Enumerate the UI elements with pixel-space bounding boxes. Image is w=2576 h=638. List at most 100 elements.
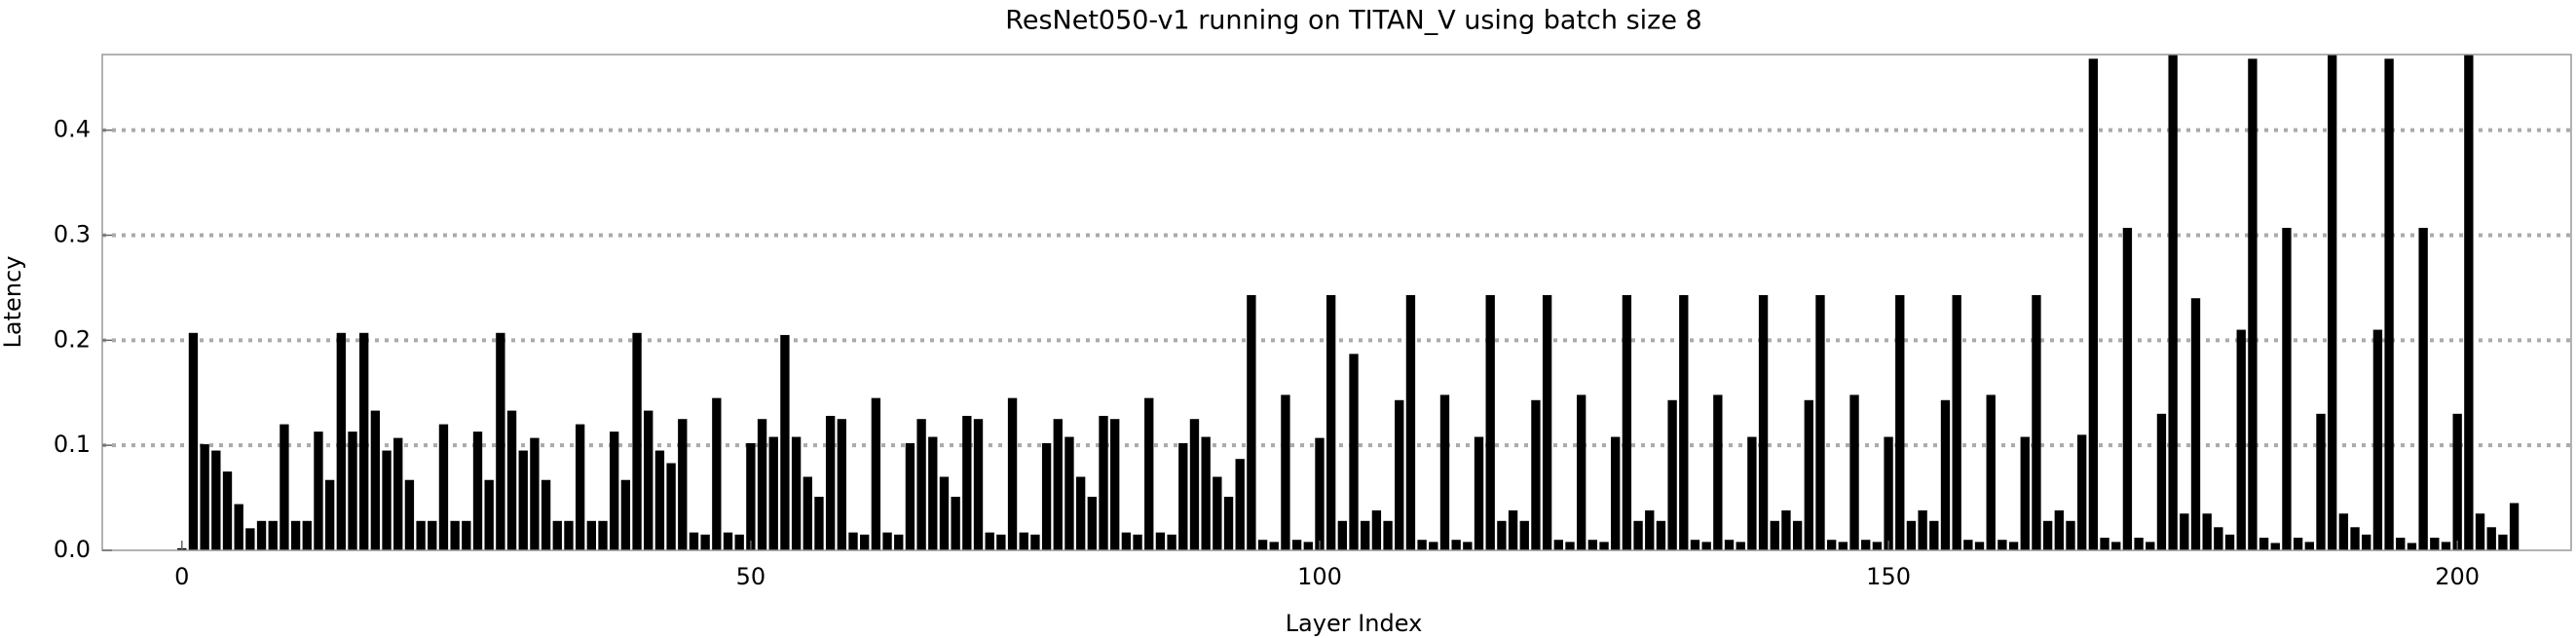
bar — [734, 534, 744, 550]
bar — [1291, 540, 1302, 550]
bar — [1508, 510, 1518, 550]
bar — [1667, 399, 1677, 550]
bar — [2122, 227, 2133, 550]
bar — [1213, 476, 1222, 550]
bar — [1497, 520, 1507, 550]
bar — [1690, 540, 1700, 550]
bar — [496, 332, 505, 550]
x-tick-label: 50 — [736, 563, 766, 590]
bar — [610, 432, 619, 550]
bar — [1884, 436, 1893, 550]
bar — [472, 432, 483, 550]
bar — [1429, 542, 1438, 550]
bar — [712, 397, 722, 550]
bar — [1895, 294, 1905, 550]
axes: 0.0 0.1 0.2 0.3 0.4 0 50 100 150 200 — [54, 116, 2480, 590]
y-tick-label: 0.4 — [54, 116, 91, 143]
bar — [2008, 542, 2019, 550]
bar — [2042, 520, 2053, 550]
bar — [1974, 542, 1985, 550]
bar — [280, 424, 289, 550]
bar — [530, 437, 540, 550]
bar — [1929, 520, 1939, 550]
bar — [2372, 329, 2383, 550]
bar — [541, 479, 551, 550]
x-tick-label: 150 — [1866, 563, 1911, 590]
bar — [1906, 520, 1917, 550]
bar — [996, 534, 1006, 550]
bar — [518, 450, 528, 550]
bar — [1940, 399, 1951, 550]
bar — [678, 419, 688, 550]
bar — [506, 410, 517, 550]
bar — [1064, 436, 1074, 550]
x-axis-label: Layer Index — [1286, 610, 1423, 637]
bar — [462, 520, 471, 550]
bar — [2111, 542, 2121, 550]
bar — [2270, 543, 2280, 550]
bar — [916, 419, 926, 550]
bar — [1281, 394, 1290, 550]
bar — [1087, 497, 1098, 550]
bar — [1189, 419, 1200, 550]
bar — [723, 532, 733, 550]
bar — [814, 497, 824, 550]
bar — [1155, 532, 1166, 550]
bar — [1599, 542, 1609, 550]
bar — [1736, 542, 1745, 550]
bar — [1849, 394, 1859, 550]
bar — [1952, 294, 1961, 550]
plot-frame — [101, 54, 2572, 551]
bar — [2304, 542, 2314, 550]
bar — [256, 520, 267, 550]
bar — [2430, 538, 2440, 550]
bar — [1167, 534, 1176, 550]
bar — [428, 520, 437, 550]
bar — [2168, 55, 2178, 550]
bar — [1542, 294, 1552, 550]
bar — [2498, 534, 2508, 550]
bar — [871, 397, 881, 550]
bar — [768, 436, 778, 550]
bar — [1007, 397, 1018, 550]
bar — [2407, 543, 2417, 550]
bar — [1713, 394, 1723, 550]
bar — [746, 443, 756, 550]
bar — [2293, 538, 2303, 550]
bar — [1815, 294, 1825, 550]
bar — [2054, 510, 2064, 550]
bar — [438, 424, 449, 550]
x-tick-label: 200 — [2435, 563, 2480, 590]
bar — [1371, 510, 1382, 550]
bar — [632, 332, 642, 550]
bar — [1053, 419, 1063, 550]
bar — [848, 532, 858, 550]
bar — [2384, 58, 2394, 550]
bar — [644, 410, 653, 550]
bar — [324, 479, 335, 550]
bar — [1565, 542, 1575, 550]
chart-title: ResNet050-v1 running on TITAN_V using ba… — [1005, 6, 1701, 36]
bar — [245, 528, 255, 550]
bar — [2134, 538, 2144, 550]
bar — [1758, 294, 1769, 550]
bar — [973, 419, 984, 550]
bar — [1656, 520, 1666, 550]
bar — [1826, 540, 1837, 550]
bar — [1485, 294, 1495, 550]
bar — [2452, 413, 2462, 550]
bar — [2418, 227, 2428, 550]
bar — [1633, 520, 1643, 550]
bar — [586, 520, 596, 550]
bar — [860, 534, 870, 550]
bar — [2509, 503, 2520, 550]
y-tick-label: 0.3 — [54, 220, 91, 247]
bar — [2282, 227, 2292, 550]
bar — [552, 520, 562, 550]
bar — [2259, 538, 2269, 550]
bar — [370, 410, 381, 550]
bar — [1235, 459, 1245, 550]
bar — [1838, 542, 1848, 550]
bar — [1337, 520, 1348, 550]
bar — [1383, 520, 1393, 550]
